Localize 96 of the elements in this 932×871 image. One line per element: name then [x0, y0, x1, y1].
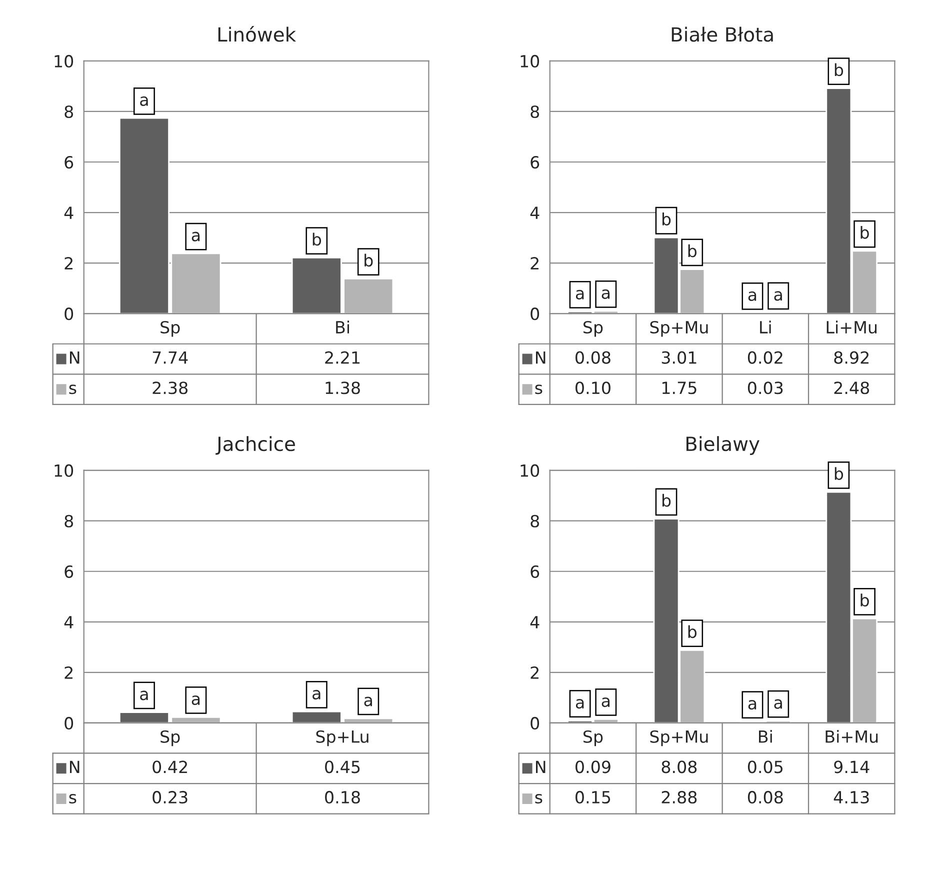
data-label: 0.10	[576, 382, 610, 394]
annotation: a	[748, 291, 756, 301]
y-tick-label: 0	[64, 308, 74, 320]
data-label: 9.14	[834, 760, 870, 774]
y-tick-label: 4	[64, 616, 74, 628]
x-tick-label: Sp	[160, 730, 180, 746]
x-tick-label: Bi	[336, 320, 349, 334]
data-label: 0.03	[748, 382, 783, 394]
y-tick-label: 10	[520, 464, 540, 477]
y-tick-label: 4	[530, 616, 540, 628]
x-tick-label: Bi+Mu	[826, 730, 878, 743]
data-label: 2.48	[834, 382, 870, 394]
data-label: 0.23	[152, 790, 188, 804]
y-tick-label: 6	[530, 156, 540, 169]
data-label: 1.38	[326, 382, 360, 394]
legend-label: s	[535, 384, 542, 394]
x-tick-label: Li+Mu	[826, 320, 877, 334]
annotation: b	[662, 494, 671, 507]
annotation: a	[364, 696, 372, 706]
y-tick-label: 8	[64, 514, 74, 528]
x-tick-label: Sp	[160, 320, 180, 337]
annotation: b	[860, 226, 869, 239]
annotation: a	[192, 232, 200, 242]
data-label: 8.92	[834, 351, 868, 364]
annotation: a	[576, 699, 584, 709]
annotation: b	[834, 63, 844, 76]
data-label: 0.08	[748, 790, 783, 804]
data-label: 0.08	[576, 351, 610, 364]
annotation: a	[192, 695, 200, 706]
annotation: b	[312, 232, 322, 246]
legend-label: s	[69, 384, 76, 394]
x-tick-label: Li	[760, 320, 771, 334]
data-label: 2.88	[662, 790, 697, 804]
chart-title: Linówek	[218, 26, 296, 42]
x-tick-label: Sp	[584, 730, 603, 746]
x-tick-label: Sp+Mu	[650, 730, 708, 746]
data-label: 0.05	[748, 760, 783, 774]
data-label: 3.01	[662, 351, 696, 364]
annotation: a	[602, 289, 610, 299]
y-tick-label: 4	[530, 206, 540, 219]
legend-label: s	[535, 794, 542, 804]
legend-label: s	[69, 794, 76, 804]
data-label: 0.15	[576, 790, 610, 804]
annotation: a	[602, 698, 610, 708]
chart-title: Bielawy	[686, 436, 760, 455]
data-label: 0.18	[325, 790, 360, 804]
annotation: b	[688, 625, 697, 638]
legend-label: N	[70, 351, 80, 364]
annotation: a	[140, 96, 148, 106]
y-tick-label: 0	[530, 308, 540, 320]
x-tick-label: Sp	[584, 320, 603, 337]
y-tick-label: 2	[530, 666, 538, 679]
y-tick-label: 2	[64, 257, 72, 270]
y-tick-label: 6	[64, 565, 74, 578]
y-tick-label: 8	[64, 105, 74, 118]
y-tick-label: 0	[530, 716, 540, 730]
y-tick-label: 2	[530, 257, 538, 270]
data-label: 0.09	[576, 760, 610, 774]
annotation: b	[662, 212, 671, 226]
annotation: a	[312, 690, 320, 700]
y-tick-label: 8	[530, 514, 540, 528]
data-label: 4.13	[834, 790, 869, 804]
annotation: a	[774, 291, 782, 301]
annotation: b	[860, 594, 869, 607]
chart-title: Białe Błota	[672, 26, 773, 42]
x-tick-label: Sp+Lu	[316, 730, 368, 746]
data-label: 0.45	[325, 760, 360, 774]
data-label: 7.74	[152, 351, 188, 364]
annotation: a	[576, 290, 584, 300]
y-tick-label: 8	[530, 105, 540, 118]
y-tick-label: 6	[64, 156, 74, 169]
y-tick-label: 6	[530, 565, 540, 578]
annotation: a	[774, 699, 782, 709]
annotation: b	[688, 244, 697, 258]
legend-label: N	[536, 760, 546, 773]
data-label: 0.42	[152, 760, 187, 774]
annotation: b	[834, 467, 844, 480]
data-label: 8.08	[662, 760, 697, 774]
legend-label: N	[536, 351, 546, 364]
y-tick-label: 10	[54, 54, 74, 68]
y-tick-label: 2	[64, 666, 72, 679]
annotation: a	[748, 700, 756, 710]
data-label: 2.38	[152, 382, 188, 394]
data-label: 0.02	[748, 351, 782, 364]
data-label: 1.75	[662, 382, 696, 394]
x-tick-label: Sp+Mu	[650, 320, 708, 337]
y-tick-label: 4	[64, 206, 74, 219]
y-tick-label: 10	[54, 464, 74, 477]
y-tick-label: 10	[520, 54, 540, 68]
y-tick-label: 0	[64, 716, 74, 730]
annotation: b	[364, 254, 373, 267]
annotation: a	[140, 690, 148, 700]
chart-title: Jachcice	[216, 436, 295, 455]
legend-label: N	[70, 760, 80, 773]
x-tick-label: Bi	[759, 730, 772, 743]
data-label: 2.21	[325, 351, 360, 364]
